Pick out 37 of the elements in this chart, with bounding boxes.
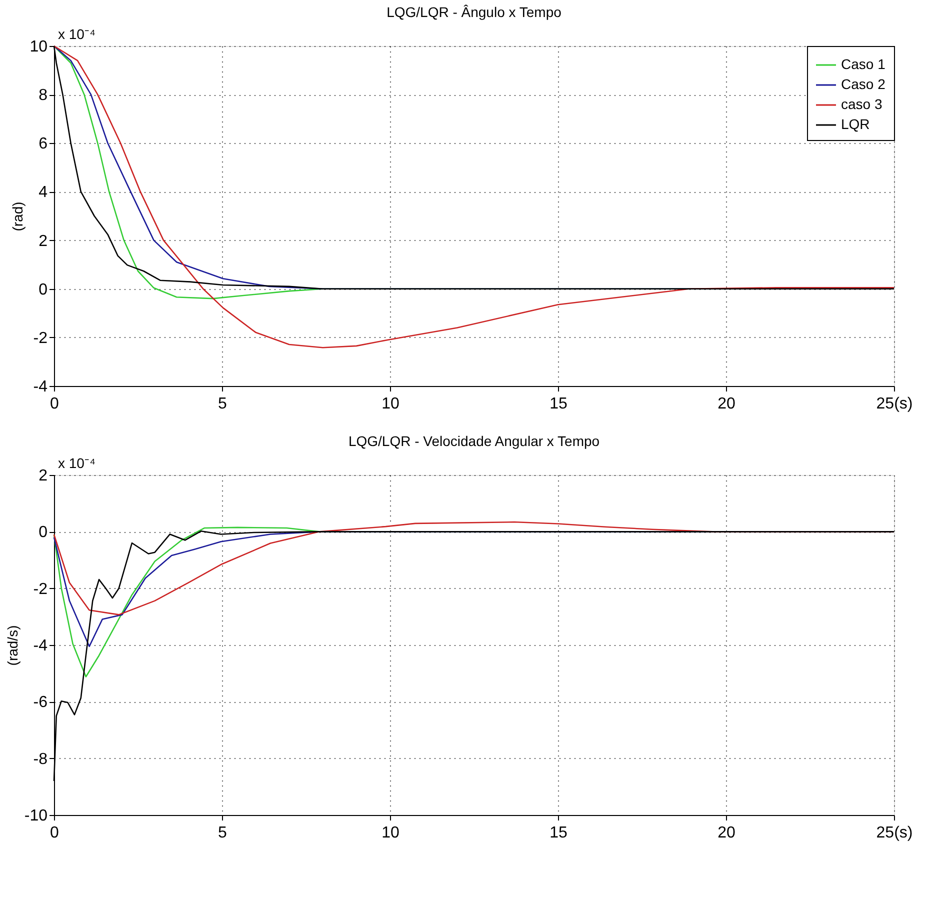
chart-title: LQG/LQR - Ângulo x Tempo [386,4,562,20]
y-axis-title: (rad) [10,202,26,232]
y-tick-label: -2 [33,330,48,347]
text: x 10⁻⁴ [58,455,96,471]
x-tick-label: 0 [50,396,60,412]
y-tick-label: -2 [33,580,48,598]
x-tick-label: 15 [550,396,568,412]
x-tick-label: 20 [718,396,736,412]
y-tick-label: 10 [30,38,48,56]
x-tick-label: 10 [382,824,400,842]
legend-label: Caso 2 [841,76,886,92]
legend-label: Caso 1 [841,56,886,72]
y-tick-label: 8 [38,87,48,104]
y-tick-label: 0 [38,524,48,542]
y-tick-label: 4 [38,184,48,202]
y-tick-label: 6 [38,136,48,153]
x-tick-label: 15 [550,824,568,842]
y-tick-label: -4 [33,378,48,396]
y-tick-label: 2 [38,468,48,484]
y-tick-label: 2 [38,232,48,250]
x-tick-label: 25(s) [876,824,913,842]
x-tick-label: 5 [218,396,228,412]
y-tick-label: -6 [33,694,48,712]
y-tick-label: 0 [38,281,48,298]
y-axis-title: (rad/s) [4,625,20,666]
x-tick-label: 10 [382,396,400,412]
x-tick-label: 25(s) [876,396,913,412]
x-tick-label: 5 [218,824,228,842]
legend-label: caso 3 [841,96,882,112]
x-tick-label: 20 [718,824,736,842]
legend-label: LQR [841,116,870,132]
y-tick-label: -10 [24,808,48,824]
y-tick-label: -4 [33,638,48,654]
text: x 10⁻⁴ [58,26,96,42]
x-tick-label: 0 [50,824,60,842]
y-tick-label: -8 [33,750,48,768]
chart-title: LQG/LQR - Velocidade Angular x Tempo [348,433,600,449]
